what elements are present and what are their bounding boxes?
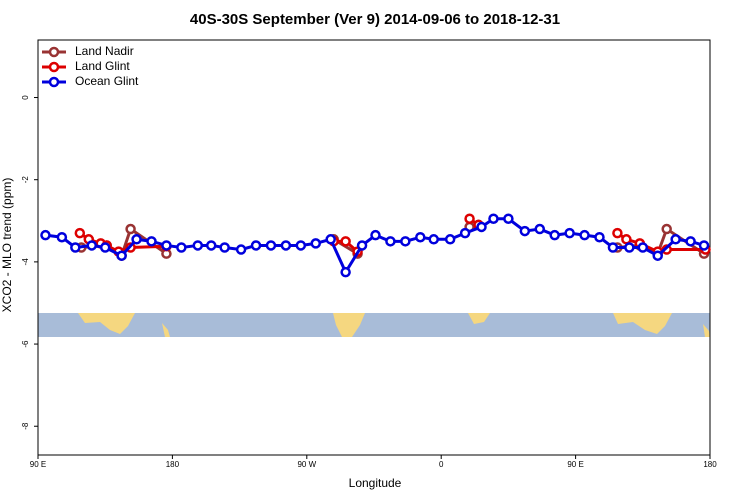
point (594, 231, 605, 243)
point (534, 223, 546, 235)
point (56, 231, 68, 243)
point (310, 238, 322, 249)
point (265, 240, 277, 251)
y-axis-label: XCO2 - MLO trend (ppm) (0, 178, 14, 313)
point (459, 227, 471, 239)
x-tick-label: 180 (703, 460, 717, 469)
x-tick-label: 90 E (567, 460, 583, 469)
point (661, 223, 672, 235)
point (146, 236, 157, 247)
point (607, 242, 619, 253)
series-line (45, 217, 705, 276)
point (519, 225, 531, 237)
y-tick-label: -4 (21, 258, 30, 266)
point (176, 242, 187, 253)
point (340, 236, 351, 247)
point (250, 240, 262, 251)
x-tick-label: 90 E (30, 460, 46, 469)
legend-marker (48, 61, 60, 73)
point (340, 266, 351, 278)
point (670, 234, 681, 245)
point (415, 231, 426, 243)
point (428, 234, 439, 245)
point (161, 240, 172, 251)
point (476, 221, 487, 233)
x-axis-label: Longitude (349, 476, 402, 490)
y-tick-label: -8 (21, 422, 30, 430)
point (503, 213, 514, 224)
y-tick-label: -6 (21, 340, 30, 348)
map-strip (38, 313, 710, 337)
point (564, 227, 575, 239)
point (205, 240, 217, 251)
x-tick-label: 90 W (297, 460, 316, 469)
point (70, 242, 81, 253)
chart-title: 40S-30S September (Ver 9) 2014-09-06 to … (190, 11, 560, 28)
point (464, 213, 475, 224)
point (86, 240, 98, 251)
x-tick-label: 180 (166, 460, 180, 469)
point (116, 250, 127, 261)
point (235, 244, 247, 255)
point (40, 229, 51, 241)
point (192, 240, 204, 251)
point (612, 227, 623, 239)
point (444, 234, 456, 245)
point (295, 240, 307, 251)
point (219, 242, 230, 253)
y-tick-label: 0 (21, 95, 30, 100)
point (488, 213, 499, 224)
point (370, 229, 381, 241)
point (621, 234, 632, 245)
point (99, 242, 111, 253)
point (685, 236, 696, 247)
point (385, 236, 396, 247)
legend-marker (48, 76, 60, 88)
point (125, 223, 136, 235)
point (698, 240, 710, 251)
legend-marker (48, 46, 60, 58)
point (356, 240, 368, 251)
point (624, 242, 635, 253)
point (549, 229, 560, 241)
point (325, 234, 336, 245)
point (400, 236, 411, 247)
point (131, 234, 142, 245)
point (74, 227, 86, 239)
y-tick-label: -2 (21, 176, 30, 184)
point (280, 240, 292, 251)
x-tick-label: 0 (439, 460, 444, 469)
legend-label: Land Glint (75, 59, 130, 73)
point (579, 229, 590, 241)
point (637, 242, 649, 253)
legend-label: Land Nadir (75, 44, 134, 58)
point (652, 250, 663, 261)
legend-label: Ocean Glint (75, 74, 139, 88)
